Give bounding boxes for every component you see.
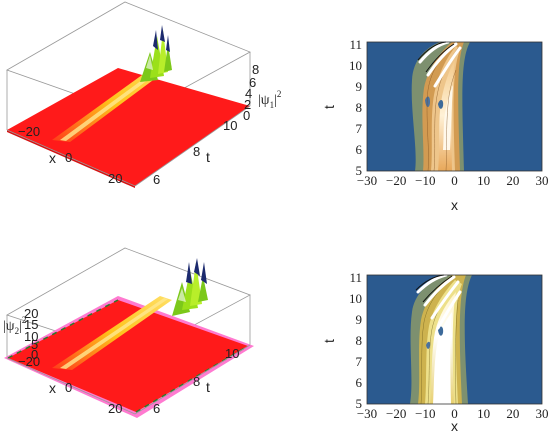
z-tick: 8: [252, 62, 259, 77]
surface-plot-1: −20 0 20 x 6 8 10 t 8 6 4 2 0 |ψ1|2: [6, 1, 281, 188]
x-tick: −10: [415, 406, 435, 421]
x-tick: −30: [357, 173, 377, 188]
box-edge: [134, 344, 251, 415]
x-tick: 20: [506, 406, 519, 421]
contour-plot-1: −30 −20 −10 0 10 20 30 5 6 7 8 9 10 11 x t: [321, 37, 549, 213]
z-tick: 0: [31, 347, 38, 362]
y-tick: 9: [356, 79, 363, 94]
contour-bands: [410, 275, 472, 404]
contour-spikes: [416, 273, 462, 330]
t-tick: 6: [153, 172, 160, 187]
x-tick: 20: [108, 171, 122, 186]
x-tick: 20: [506, 173, 519, 188]
z-tick: 5: [31, 337, 38, 352]
contour-frame: [366, 41, 543, 172]
y-tick: 6: [356, 142, 363, 157]
box-edge: [6, 357, 136, 415]
x-tick: −20: [18, 354, 40, 369]
t-tick: 10: [225, 346, 239, 361]
x-axis-label: x: [451, 418, 458, 434]
t-axis-label: t: [206, 149, 210, 165]
y-tick: 10: [349, 58, 362, 73]
x-tick: −20: [386, 406, 406, 421]
x-ticks: −30 −20 −10 0 10 20 30: [357, 406, 549, 421]
y-tick: 9: [356, 312, 363, 327]
y-tick: 6: [356, 375, 363, 390]
z-tick: 20: [24, 306, 38, 321]
x-tick: 10: [477, 173, 490, 188]
x-tick: 0: [451, 406, 458, 421]
z-axis-label: |ψ1|2: [258, 89, 281, 110]
x-axis-label: x: [49, 150, 56, 166]
t-tick: 6: [153, 401, 160, 416]
x-tick: −30: [357, 406, 377, 421]
box-edge: [134, 105, 251, 187]
z-tick: 15: [24, 317, 38, 332]
y-tick: 11: [349, 37, 362, 52]
t-tick: 8: [193, 374, 200, 389]
y-tick: 7: [356, 354, 363, 369]
t-axis-label: t: [206, 379, 210, 395]
contour-bands: [411, 42, 470, 171]
contour-spikes: [418, 40, 462, 88]
x-tick: −10: [415, 173, 435, 188]
y-tick: 7: [356, 121, 363, 136]
x-tick: 30: [536, 406, 549, 421]
x-tick: 10: [477, 406, 490, 421]
x-tick: −20: [386, 173, 406, 188]
y-ticks: 5 6 7 8 9 10 11: [349, 37, 363, 178]
y-tick: 5: [356, 396, 363, 411]
z-tick: 2: [244, 97, 251, 112]
peak-cluster: [140, 25, 172, 82]
x-tick: 0: [451, 173, 458, 188]
t-axis-label: t: [321, 339, 337, 343]
surface-dashes: [7, 299, 249, 413]
x-tick: 20: [108, 401, 122, 416]
box-edge: [6, 129, 136, 187]
ridge-highlight: [60, 298, 168, 369]
peak-cluster: [172, 258, 208, 316]
y-ticks: 5 6 7 8 9 10 11: [349, 270, 363, 411]
contour-plot-2: −30 −20 −10 0 10 20 30 5 6 7 8 9 10 11 x t: [321, 270, 549, 434]
y-tick: 8: [356, 100, 363, 115]
x-tick: 0: [65, 380, 72, 395]
z-tick: 10: [24, 329, 38, 344]
z-axis-label: |ψ2|2: [3, 315, 26, 336]
surface-front-side: [7, 130, 135, 188]
y-tick: 5: [356, 163, 363, 178]
x-tick: 30: [536, 173, 549, 188]
contour-frame: [366, 274, 543, 405]
surface-floor: [8, 300, 248, 412]
t-tick: 10: [223, 118, 237, 133]
x-tick: 0: [65, 150, 72, 165]
z-tick: 6: [249, 75, 256, 90]
z-tick: 0: [243, 108, 250, 123]
z-tick: 4: [245, 86, 252, 101]
y-tick: 11: [349, 270, 362, 285]
x-ticks: −30 −20 −10 0 10 20 30: [357, 173, 549, 188]
surface-plot-2: −20 0 20 x 6 8 10 t 20 15 10 5 0 |ψ2|2: [3, 247, 254, 418]
t-tick: 8: [193, 144, 200, 159]
ridge-highlight: [60, 64, 168, 141]
x-tick: −20: [18, 124, 40, 139]
y-tick: 10: [349, 291, 362, 306]
y-tick: 8: [356, 333, 363, 348]
x-axis-label: x: [49, 380, 56, 396]
x-axis-label: x: [451, 197, 458, 213]
t-axis-label: t: [321, 105, 337, 109]
